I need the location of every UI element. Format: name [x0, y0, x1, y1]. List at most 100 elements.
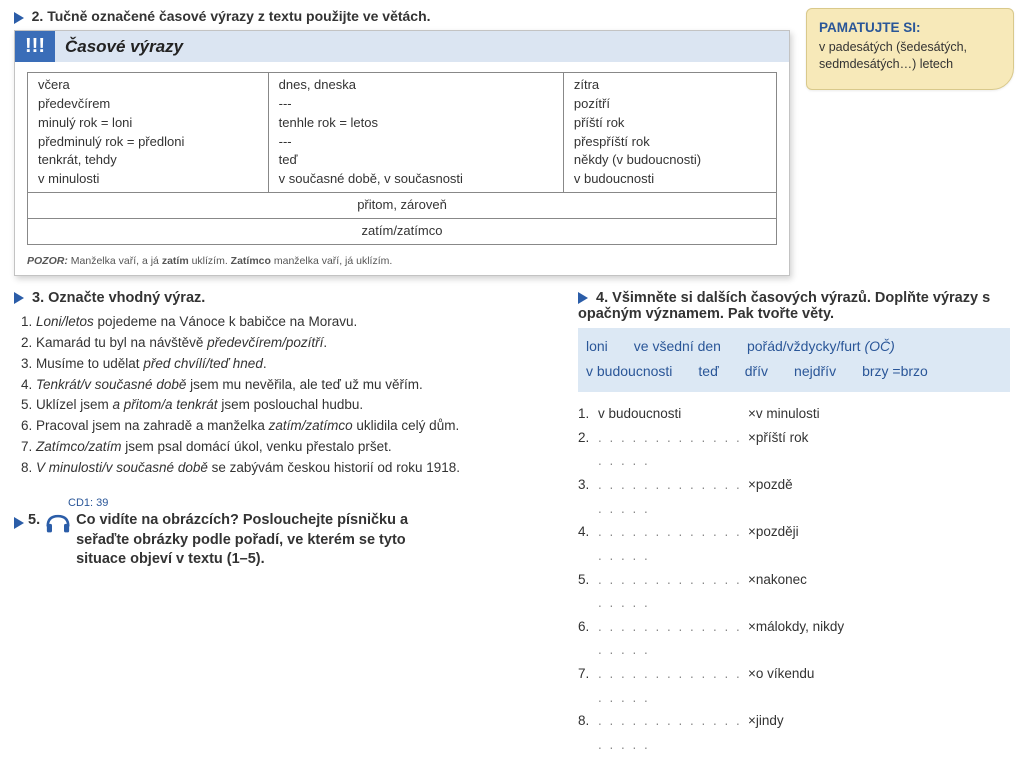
pozor-note: POZOR: Manželka vaří, a já zatím uklízím…	[15, 251, 789, 275]
choice-italic: Zatímco/zatím	[36, 439, 122, 454]
word-bank: loni ve všední den pořád/vždycky/furt (OČ)…	[578, 328, 1010, 392]
triangle-icon	[14, 292, 24, 304]
pozor-b1: zatím	[162, 255, 189, 267]
list-item: Zatímco/zatím jsem psal domácí úkol, ven…	[36, 437, 554, 458]
ex3-number: 3.	[32, 290, 44, 306]
row-number: 8.	[578, 709, 598, 756]
lower-row: 3. Označte vhodný výraz. Loni/letos poje…	[14, 290, 1010, 757]
choice-italic: Tenkrát/v současné době	[36, 377, 186, 392]
bank-word: dřív	[745, 359, 768, 384]
triangle-icon	[14, 12, 24, 24]
right-column: 4. Všimněte si dalších časových výrazů. …	[578, 290, 1010, 757]
ex4-number: 4.	[596, 290, 608, 306]
fill-right: později	[756, 520, 799, 567]
table-row: zatím/zatímco	[28, 218, 777, 244]
fill-list: 1.v budoucnosti × v minulosti2.. . . . .…	[578, 402, 1010, 756]
choice-italic: předevčírem/pozítří	[207, 335, 323, 350]
headphones-icon	[44, 511, 72, 538]
card-body: včerapředevčíremminulý rok = lonipředmin…	[15, 62, 789, 251]
times-symbol: ×	[748, 473, 756, 520]
exercise-5: CD1: 39 5. Co vidíte na obrázcích? Poslo…	[14, 497, 554, 570]
list-item: Tenkrát/v současné době jsem mu nevěřila…	[36, 375, 554, 396]
ex2-number: 2.	[32, 8, 44, 24]
fill-right: o víkendu	[756, 662, 815, 709]
ex3-title: Označte vhodný výraz.	[48, 290, 205, 306]
fill-row: 3.. . . . . . . . . . . . . . . . . . × …	[578, 473, 1010, 520]
ex5-title: Co vidíte na obrázcích? Poslouchejte pís…	[76, 511, 436, 570]
choice-italic: a přitom/a tenkrát	[113, 397, 218, 412]
exclamation-badge: !!!	[15, 31, 55, 62]
remember-body: v padesátých (šedesátých, sedmdesátých…)…	[819, 39, 1001, 73]
fill-right: pozdě	[756, 473, 793, 520]
list-item: Musíme to udělat před chvílí/teď hned.	[36, 354, 554, 375]
row-number: 5.	[578, 568, 598, 615]
times-symbol: ×	[748, 402, 756, 426]
fill-row: 4.. . . . . . . . . . . . . . . . . . × …	[578, 520, 1010, 567]
cd-track-label: CD1: 39	[68, 497, 436, 509]
cell-future: zítrapozítřípříští rokpřespříští rokněkd…	[563, 73, 776, 193]
row-number: 6.	[578, 615, 598, 662]
row-number: 2.	[578, 426, 598, 473]
row-number: 7.	[578, 662, 598, 709]
fill-right: nakonec	[756, 568, 807, 615]
cell-present: dnes, dneska---tenhle rok = letos---teďv…	[268, 73, 563, 193]
fill-right: málokdy, nikdy	[756, 615, 844, 662]
times-symbol: ×	[748, 662, 756, 709]
ex2-title: Tučně označené časové výrazy z textu pou…	[47, 8, 430, 24]
pozor-label: POZOR:	[27, 255, 68, 267]
fill-left: . . . . . . . . . . . . . . . . . .	[598, 426, 748, 473]
pozor-c: manželka vaří, já uklízím.	[271, 255, 392, 267]
remember-title: PAMATUJTE SI:	[819, 19, 1001, 37]
list-item: Pracoval jsem na zahradě a manželka zatí…	[36, 416, 554, 437]
fill-row: 8.. . . . . . . . . . . . . . . . . . × …	[578, 709, 1010, 756]
fill-right: jindy	[756, 709, 784, 756]
choice-italic: Loni/letos	[36, 314, 94, 329]
fill-row: 6.. . . . . . . . . . . . . . . . . . × …	[578, 615, 1010, 662]
fill-row: 7.. . . . . . . . . . . . . . . . . . × …	[578, 662, 1010, 709]
fill-left: . . . . . . . . . . . . . . . . . .	[598, 662, 748, 709]
bank-word: ve všední den	[634, 334, 721, 359]
fill-row: 2.. . . . . . . . . . . . . . . . . . × …	[578, 426, 1010, 473]
list-item: Uklízel jsem a přitom/a tenkrát jsem pos…	[36, 395, 554, 416]
choice-italic: V minulosti/v současné době	[36, 460, 208, 475]
section-2: 2. Tučně označené časové výrazy z textu …	[14, 8, 1010, 276]
left-column: 3. Označte vhodný výraz. Loni/letos poje…	[14, 290, 554, 757]
card-title: Časové výrazy	[55, 31, 789, 62]
card-header: !!! Časové výrazy	[15, 31, 789, 62]
bank-word: v budoucnosti	[586, 359, 672, 384]
pozor-b: uklízím.	[189, 255, 231, 267]
row-number: 4.	[578, 520, 598, 567]
cell-past: včerapředevčíremminulý rok = lonipředmin…	[28, 73, 269, 193]
times-symbol: ×	[748, 520, 756, 567]
fill-left: . . . . . . . . . . . . . . . . . .	[598, 568, 748, 615]
bank-word: nejdřív	[794, 359, 836, 384]
ex4-title: Všimněte si dalších časových výrazů. Dop…	[578, 290, 990, 322]
times-symbol: ×	[748, 426, 756, 473]
list-item: Loni/letos pojedeme na Vánoce k babičce …	[36, 312, 554, 333]
row-number: 3.	[578, 473, 598, 520]
times-symbol: ×	[748, 615, 756, 662]
triangle-icon	[14, 517, 24, 529]
cell-span2: zatím/zatímco	[28, 218, 777, 244]
pozor-b2: Zatímco	[231, 255, 271, 267]
fill-row: 5.. . . . . . . . . . . . . . . . . . × …	[578, 568, 1010, 615]
list-item: Kamarád tu byl na návštěvě předevčírem/p…	[36, 333, 554, 354]
fill-left: v budoucnosti	[598, 402, 748, 426]
bank-word: teď	[698, 359, 718, 384]
fill-left: . . . . . . . . . . . . . . . . . .	[598, 709, 748, 756]
triangle-icon	[578, 292, 588, 304]
times-symbol: ×	[748, 709, 756, 756]
fill-left: . . . . . . . . . . . . . . . . . .	[598, 520, 748, 567]
list-item: V minulosti/v současné době se zabývám č…	[36, 458, 554, 479]
fill-left: . . . . . . . . . . . . . . . . . .	[598, 615, 748, 662]
row-number: 1.	[578, 402, 598, 426]
bank-word: loni	[586, 334, 608, 359]
choice-italic: před chvílí/teď hned	[143, 356, 263, 371]
table-row: přitom, zároveň	[28, 193, 777, 219]
ex5-number: 5.	[28, 511, 40, 531]
choice-italic: zatím/zatímco	[269, 418, 353, 433]
fill-right: v minulosti	[756, 402, 820, 426]
table-row: včerapředevčíremminulý rok = lonipředmin…	[28, 73, 777, 193]
exercise-4-heading: 4. Všimněte si dalších časových výrazů. …	[578, 290, 1010, 322]
bank-word: pořád/vždycky/furt (OČ)	[747, 334, 921, 359]
